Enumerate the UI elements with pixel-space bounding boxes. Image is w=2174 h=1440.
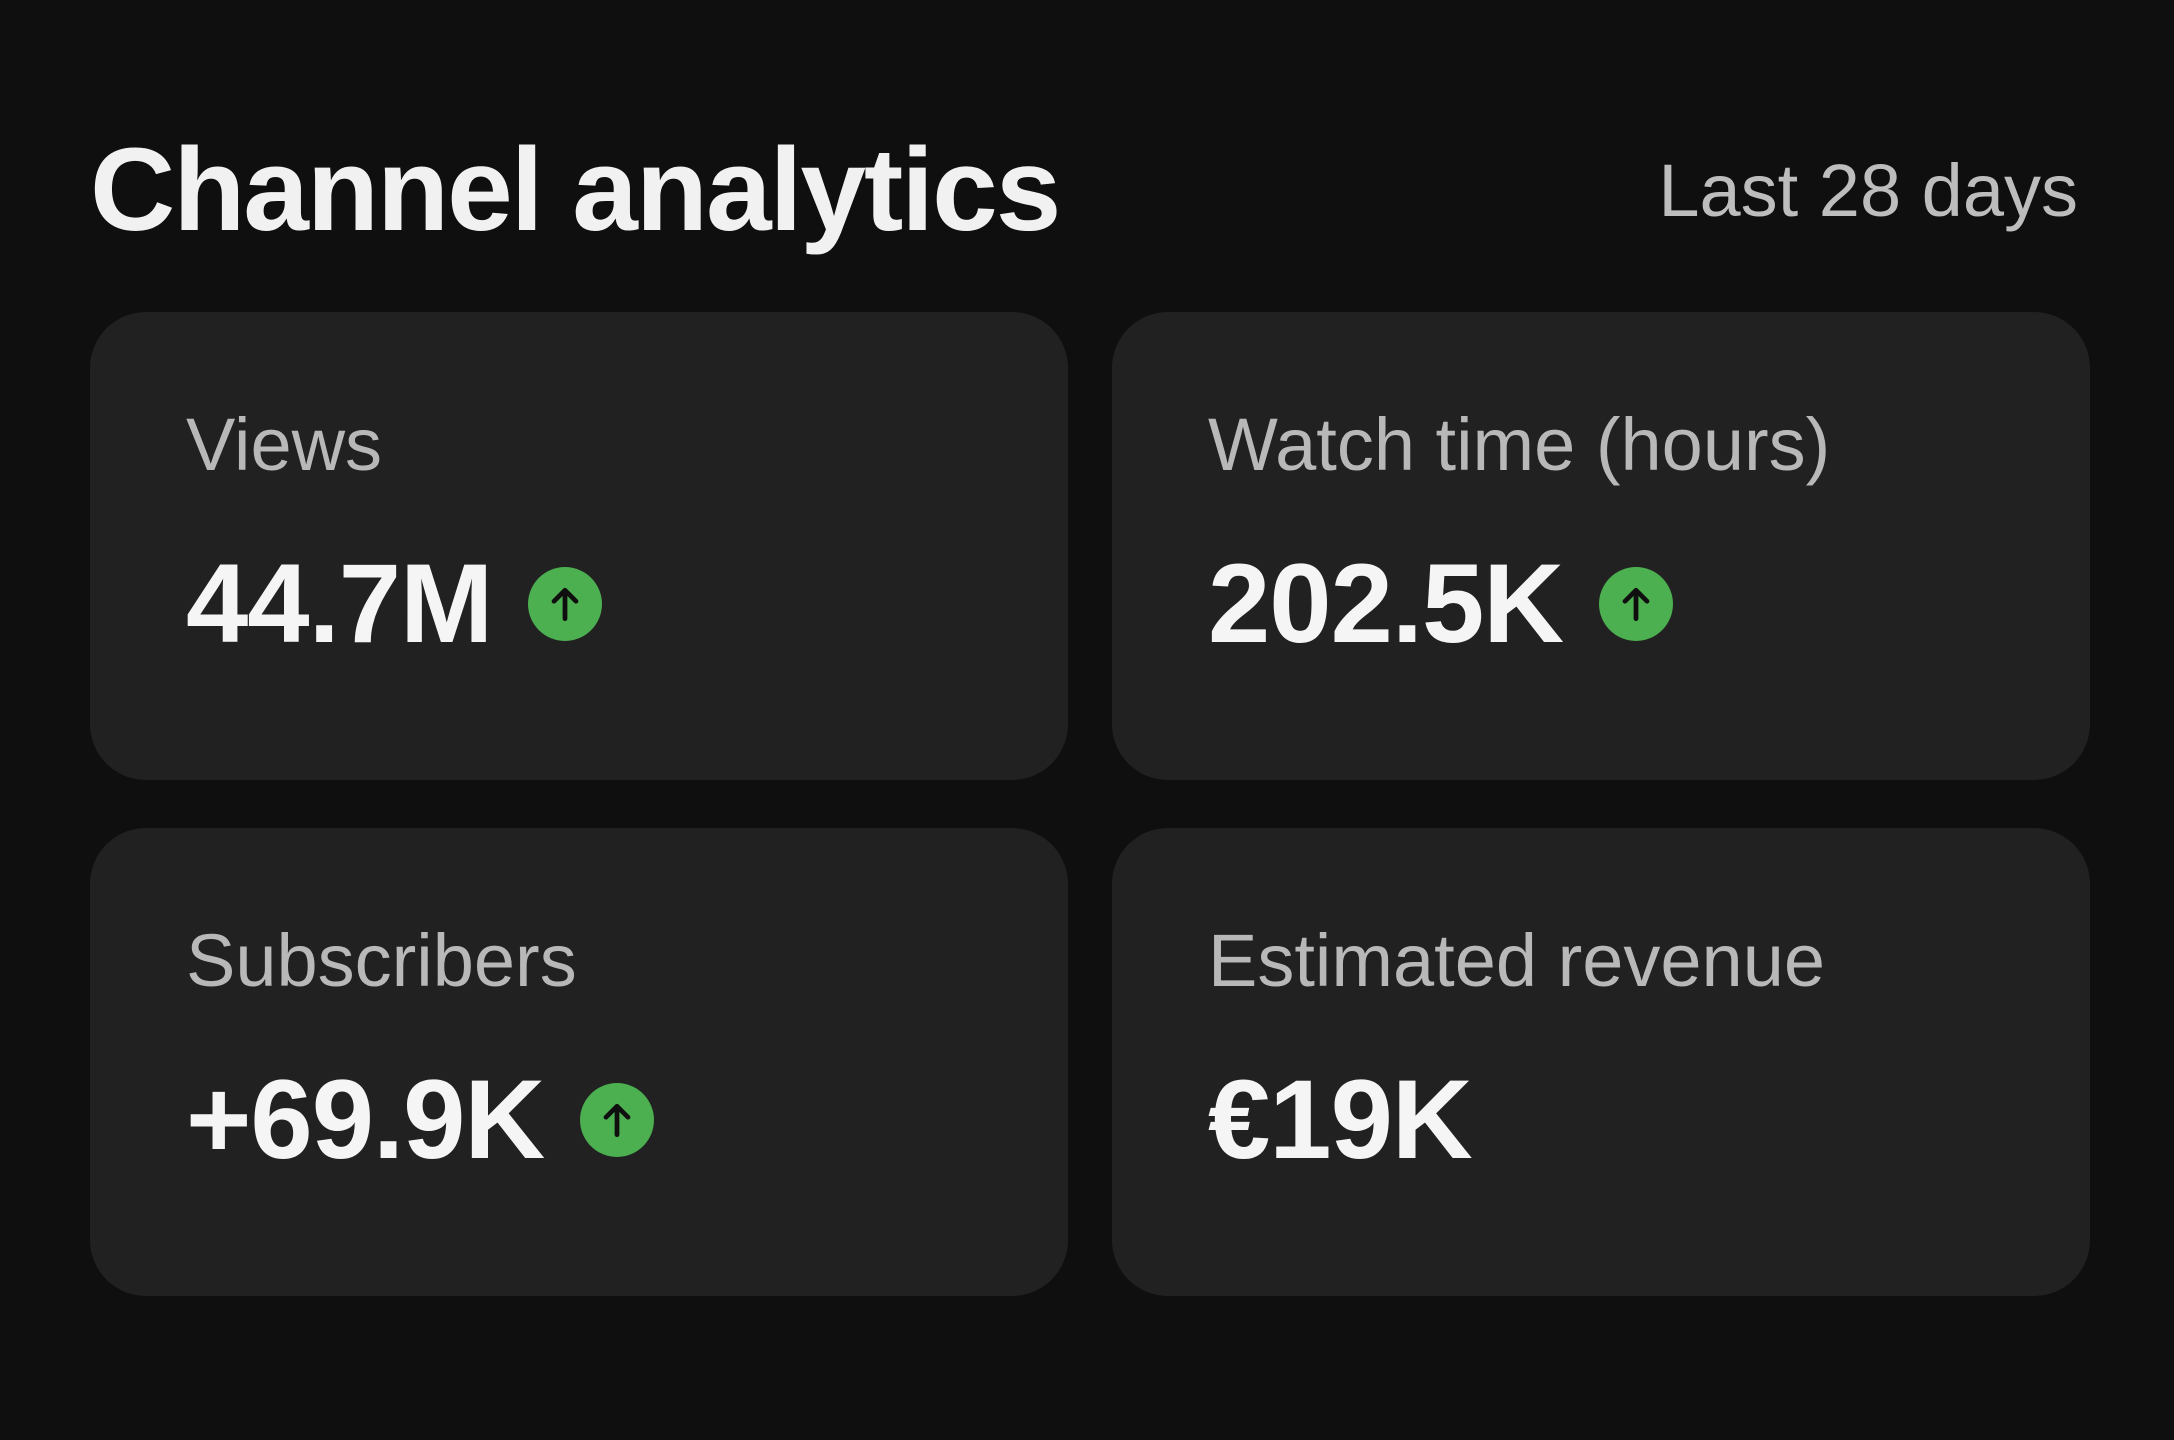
metric-card-watch-time[interactable]: Watch time (hours) 202.5K [1112,312,2090,780]
arrow-up-icon [580,1083,655,1157]
metric-value-row: 44.7M [186,548,1068,660]
metric-card-estimated-revenue[interactable]: Estimated revenue €19K [1112,828,2090,1296]
metric-label: Watch time (hours) [1208,403,1831,486]
metric-value: €19K [1208,1057,1473,1182]
arrow-up-icon [528,567,603,641]
arrow-up-icon [1599,567,1674,641]
metric-value-row: +69.9K [186,1064,1068,1176]
metric-value: 202.5K [1208,541,1564,666]
metric-label: Subscribers [186,919,577,1002]
metrics-grid: Views 44.7M Watch time (hours) 202.5K Su… [90,312,2090,1296]
analytics-header: Channel analytics Last 28 days [90,120,2084,260]
metric-value-row: 202.5K [1208,548,2090,660]
metric-value-row: €19K [1208,1064,2090,1176]
metric-label: Views [186,403,383,486]
metric-label: Estimated revenue [1208,919,1826,1002]
date-range-label[interactable]: Last 28 days [1658,148,2078,232]
metric-card-subscribers[interactable]: Subscribers +69.9K [90,828,1068,1296]
metric-card-views[interactable]: Views 44.7M [90,312,1068,780]
metric-value: +69.9K [186,1057,545,1182]
page-title: Channel analytics [90,124,1061,256]
metric-value: 44.7M [186,541,493,666]
